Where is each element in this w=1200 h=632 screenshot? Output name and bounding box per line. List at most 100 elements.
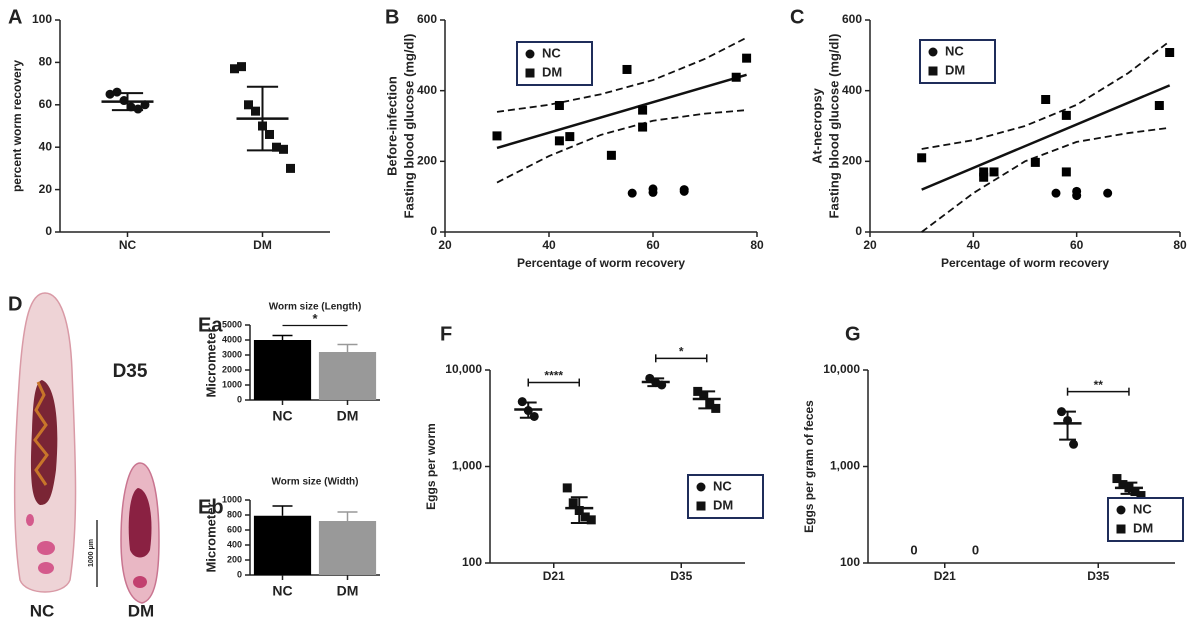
point — [112, 87, 122, 97]
y-axis-label: Eggs per gram of feces — [802, 400, 816, 533]
y-tick-label: 200 — [842, 154, 862, 168]
legend-label: DM — [713, 497, 733, 512]
confidence-band — [921, 40, 1171, 150]
x-tick-label: DM — [337, 408, 359, 424]
point — [979, 167, 989, 177]
x-tick-label: 60 — [1070, 238, 1084, 252]
y-tick-label: 1,000 — [830, 459, 860, 473]
y-tick-label: 1,000 — [452, 459, 482, 473]
bar — [318, 521, 377, 575]
regression-line — [496, 73, 747, 150]
y-tick-label: 400 — [417, 83, 437, 97]
vitelline-nc — [33, 381, 49, 486]
point — [627, 188, 637, 198]
panel-d: D 1000 μm D35 NC DM — [8, 292, 160, 620]
x-tick-label: NC — [119, 238, 137, 252]
point — [244, 100, 253, 110]
point — [1103, 188, 1113, 198]
y-tick-label: 0 — [237, 394, 242, 404]
panel-label: Ea — [198, 314, 223, 336]
zero-label: 0 — [910, 542, 917, 557]
x-tick-label: DM — [253, 238, 272, 252]
y-tick-label: 600 — [842, 12, 862, 26]
point — [1030, 157, 1040, 167]
point — [133, 104, 143, 114]
y-tick-label: 5000 — [222, 319, 242, 329]
y-tick-label: 2000 — [222, 364, 242, 374]
legend-marker — [1116, 524, 1126, 534]
x-tick-label: DM — [337, 583, 359, 599]
legend-box — [687, 474, 764, 519]
significance-label: **** — [544, 369, 563, 383]
legend-label: DM — [1133, 520, 1153, 535]
legend-label: NC — [1133, 501, 1152, 516]
point — [1112, 474, 1122, 484]
x-tick-label: D21 — [543, 569, 565, 583]
point — [1061, 110, 1071, 120]
point — [1136, 491, 1146, 501]
chart-title: Worm size (Length) — [269, 302, 362, 313]
y-axis-label: Fasting blood glucose (mg/dl) — [401, 34, 416, 219]
y-tick-label: 600 — [227, 524, 242, 534]
y-axis-label: At-necropsy — [809, 87, 824, 164]
point — [568, 498, 578, 508]
point — [492, 131, 502, 141]
y-tick-label: 80 — [39, 55, 53, 69]
point — [554, 136, 564, 146]
panel-label: F — [440, 323, 452, 345]
point — [279, 144, 288, 154]
legend-label: NC — [542, 45, 561, 60]
x-tick-label: 40 — [542, 238, 556, 252]
x-tick-label: 80 — [1173, 238, 1187, 252]
y-tick-label: 1000 — [222, 379, 242, 389]
y-tick-label: 200 — [227, 554, 242, 564]
confidence-band — [496, 36, 748, 113]
legend-marker — [1116, 505, 1126, 515]
y-tick-label: 10,000 — [823, 362, 860, 376]
bar — [253, 515, 312, 575]
scale-bar-label: 1000 μm — [88, 539, 95, 567]
x-tick-label: 40 — [967, 238, 981, 252]
panel-label: Eb — [198, 496, 224, 518]
legend-box — [919, 39, 996, 84]
x-tick-label: NC — [272, 583, 292, 599]
legend-label: NC — [713, 478, 732, 493]
legend-marker — [928, 47, 938, 57]
y-tick-label: 10,000 — [445, 362, 482, 376]
point — [1118, 480, 1128, 490]
point — [1069, 439, 1079, 449]
y-tick-label: 100 — [462, 555, 482, 569]
x-tick-label: D35 — [1087, 569, 1109, 583]
legend-marker — [525, 68, 535, 78]
point — [693, 386, 703, 396]
y-axis-label: Eggs per worm — [424, 423, 438, 510]
x-tick-label: 20 — [438, 238, 452, 252]
panel-label: C — [790, 6, 804, 28]
bar — [318, 352, 377, 400]
point — [251, 106, 260, 116]
uterus-dm — [128, 488, 152, 558]
confidence-band — [496, 109, 747, 184]
chart-title: Worm size (Width) — [272, 477, 359, 488]
point — [1051, 188, 1061, 198]
y-axis-label: Fasting blood glucose (mg/dl) — [826, 34, 841, 219]
x-tick-label: D35 — [670, 569, 692, 583]
y-tick-label: 800 — [227, 509, 242, 519]
x-tick-label: 60 — [646, 238, 660, 252]
legend-label: NC — [945, 43, 964, 58]
y-tick-label: 0 — [237, 569, 242, 579]
x-axis-label: Percentage of worm recovery — [517, 256, 685, 270]
y-tick-label: 20 — [39, 182, 53, 196]
regression-line — [921, 84, 1171, 191]
y-tick-label: 200 — [417, 154, 437, 168]
y-tick-label: 60 — [39, 97, 53, 111]
y-tick-label: 100 — [32, 12, 52, 26]
y-tick-label: 40 — [39, 139, 53, 153]
zero-label: 0 — [972, 542, 979, 557]
point — [565, 132, 575, 142]
worm-day: D35 — [113, 361, 148, 382]
ovary — [26, 514, 34, 526]
legend-box — [516, 41, 593, 86]
point — [1130, 487, 1140, 497]
